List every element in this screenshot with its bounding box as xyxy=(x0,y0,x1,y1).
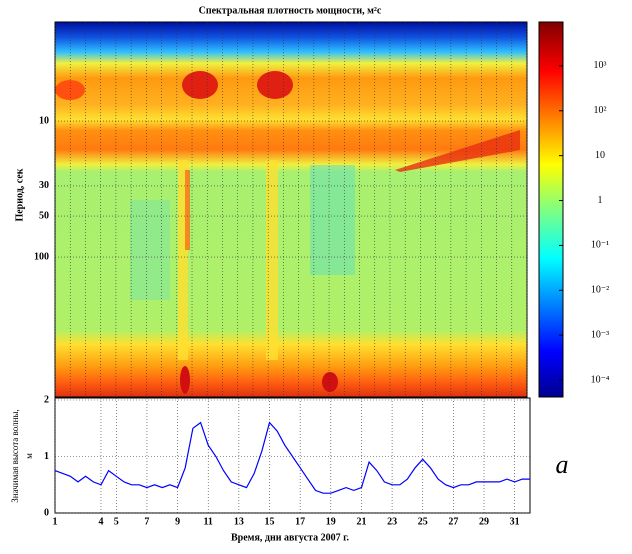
x-tick-label: 27 xyxy=(448,516,458,527)
x-tick-label: 19 xyxy=(326,516,336,527)
x-tick-label: 7 xyxy=(144,516,149,527)
colorbar-tick-label: 1 xyxy=(598,195,603,206)
x-tick-label: 31 xyxy=(510,516,520,527)
colorbar-tick-label: 10³ xyxy=(594,60,607,71)
y-tick-label: 100 xyxy=(34,251,49,262)
y-axis-label: Значимая высота волны, xyxy=(10,409,20,502)
y-tick-label: 10 xyxy=(39,115,49,126)
colorbar-tick-label: 10⁻¹ xyxy=(591,240,609,251)
x-tick-label: 11 xyxy=(203,516,212,527)
y-axis-label: Период, сек xyxy=(14,168,25,221)
annotation: a xyxy=(556,450,569,479)
x-tick-label: 17 xyxy=(295,516,305,527)
colorbar-tick-label: 10⁻⁴ xyxy=(591,374,610,385)
spectrogram-features xyxy=(55,71,520,394)
x-tick-label: 23 xyxy=(387,516,397,527)
y-axis-label: м xyxy=(24,453,34,459)
x-tick-label: 1 xyxy=(53,516,58,527)
chart-title: Спектральная плотность мощности, м²с xyxy=(199,5,382,16)
colorbar xyxy=(538,21,564,398)
y-tick-label: 0 xyxy=(44,507,49,518)
colorbar-tick-label: 10⁻² xyxy=(591,285,609,296)
x-tick-label: 13 xyxy=(234,516,244,527)
spectrogram-frame xyxy=(54,21,528,398)
y-tick-label: 2 xyxy=(44,394,49,405)
colorbar-tick-label: 10⁻³ xyxy=(591,329,609,340)
x-tick-label: 25 xyxy=(418,516,428,527)
x-tick-label: 9 xyxy=(175,516,180,527)
colorbar-tick-label: 10 xyxy=(595,150,605,161)
x-tick-label: 15 xyxy=(265,516,275,527)
x-tick-label: 29 xyxy=(479,516,489,527)
wave-height-line xyxy=(54,421,530,494)
x-tick-label: 5 xyxy=(114,516,119,527)
x-tick-label: 4 xyxy=(98,516,103,527)
y-tick-label: 30 xyxy=(39,180,49,191)
y-tick-label: 50 xyxy=(39,210,49,221)
x-tick-label: 21 xyxy=(356,516,366,527)
spectrogram xyxy=(55,22,527,397)
x-axis-label: Время, дни августа 2007 г. xyxy=(231,532,349,543)
colorbar-tick-label: 10² xyxy=(594,105,607,116)
y-tick-label: 1 xyxy=(44,451,49,462)
